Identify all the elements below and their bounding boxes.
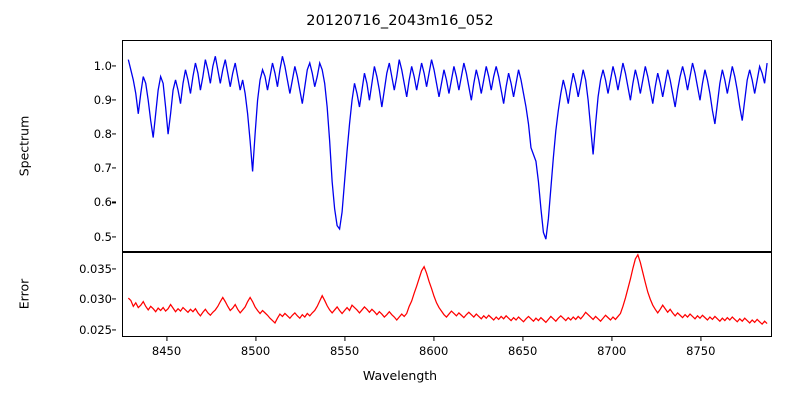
spectrum-ytick-mark: [112, 236, 116, 238]
spectrum-ytick-mark: [112, 201, 116, 203]
error-y-ticklabels: 0.025 0.030 0.035: [0, 252, 116, 337]
xtick-mark: [611, 337, 613, 341]
error-ytick-mark: [112, 329, 116, 331]
error-ytick-label: 0.025: [79, 322, 112, 337]
xtick-mark: [344, 337, 346, 341]
xtick-label: 8700: [597, 344, 627, 358]
spectrum-ytick-mark: [112, 65, 116, 67]
xtick-mark: [254, 337, 257, 341]
xtick-label: 8600: [419, 344, 449, 358]
spectrum-ytick-label: 0.6: [93, 195, 112, 210]
spectrum-y-ticklabels: 0.5 0.6 0.7 0.8 0.9 1.0: [0, 40, 116, 252]
figure-title: 20120716_2043m16_052: [306, 13, 494, 29]
spectrum-ytick-label: 0.9: [93, 92, 112, 107]
spectrum-ytick-label: 0.8: [93, 127, 112, 142]
error-ytick-label: 0.035: [79, 262, 112, 276]
spectrum-ytick-mark: [112, 167, 116, 169]
xtick-label: 8450: [151, 344, 182, 358]
spectrum-axis-label: Spectrum: [16, 115, 32, 177]
error-panel: [122, 252, 772, 337]
error-ytick-mark: [112, 268, 116, 270]
wavelength-axis-label: Wavelength: [362, 368, 438, 383]
error-plot-area: [123, 253, 771, 336]
xtick-label: 8650: [508, 344, 538, 358]
spectrum-ytick-label: 0.7: [93, 161, 112, 176]
spectrum-ytick-mark: [112, 133, 116, 135]
error-ytick-label: 0.030: [79, 292, 112, 307]
spectrum-trace: [128, 56, 767, 239]
xtick-label: 8500: [240, 344, 271, 358]
spectrum-ytick-mark: [112, 99, 116, 101]
spectrum-plot-area: [123, 41, 771, 251]
spectrum-panel: [122, 40, 772, 252]
spectrum-ytick-label: 1.0: [93, 58, 112, 73]
spectrum-ytick-label: 0.5: [93, 229, 112, 244]
xtick-label: 8550: [329, 344, 360, 358]
xtick-mark: [165, 337, 168, 341]
error-trace: [128, 255, 767, 324]
error-ytick-mark: [112, 298, 116, 300]
xtick-label: 8750: [686, 344, 716, 358]
error-axis-label: Error: [16, 278, 32, 310]
x-ticklabels: 8450 8500 8550 8600 8650 8700 8750: [122, 337, 772, 359]
xtick-mark: [700, 337, 702, 341]
xtick-mark: [522, 337, 524, 341]
xtick-mark: [433, 337, 435, 341]
